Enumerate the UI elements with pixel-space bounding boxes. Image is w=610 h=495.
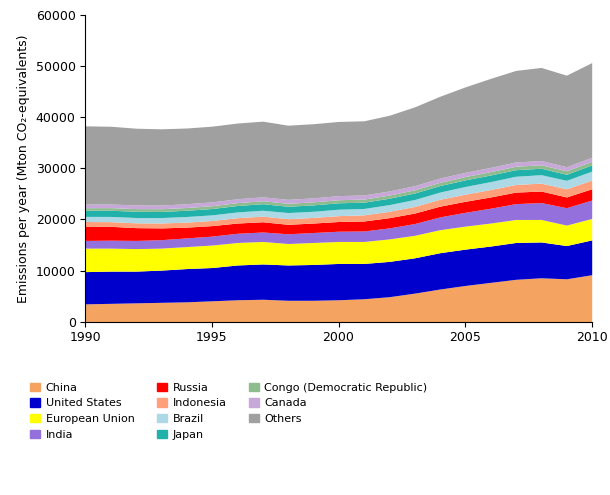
Y-axis label: Emissions per year (Mton CO₂-equivalents): Emissions per year (Mton CO₂-equivalents… (17, 34, 30, 302)
Legend: China, United States, European Union, India, Russia, Indonesia, Brazil, Japan, C: China, United States, European Union, In… (30, 383, 428, 440)
